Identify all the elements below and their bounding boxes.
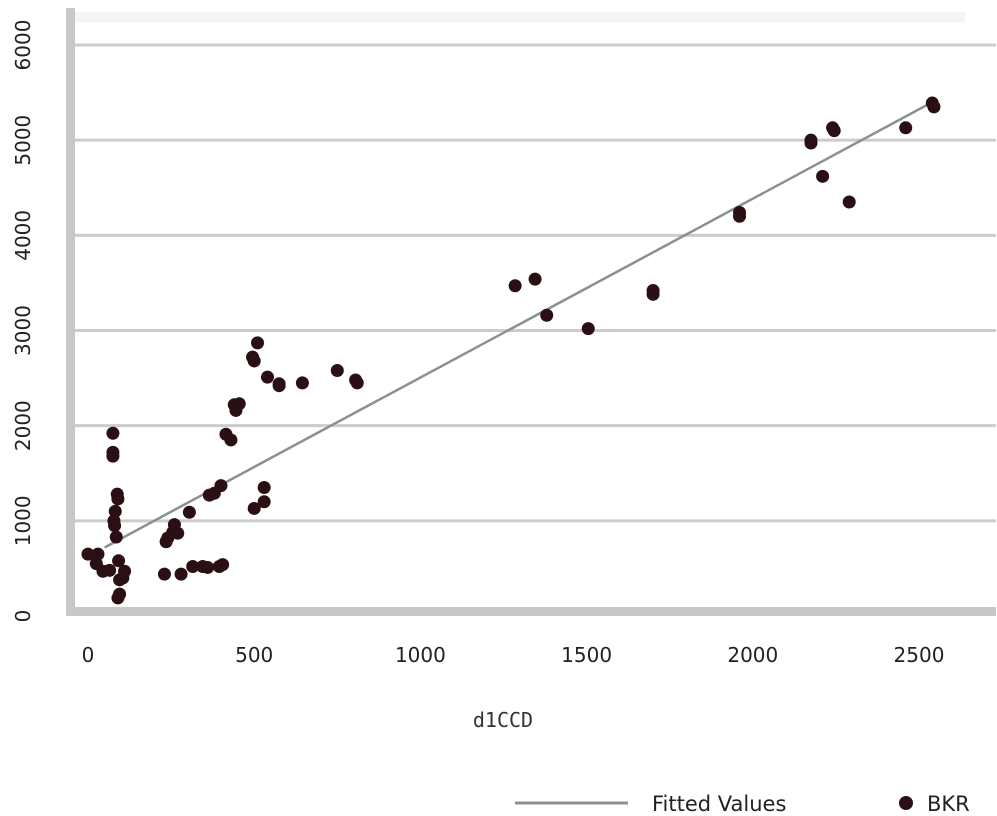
bkr-point-13 — [111, 492, 125, 506]
bkr-point-10 — [108, 504, 122, 518]
bkr-point-19 — [118, 564, 132, 578]
x-tick-label-1500: 1500 — [561, 643, 612, 667]
y-tick-label-5000: 5000 — [11, 115, 35, 166]
bkr-point-9 — [108, 519, 122, 533]
bkr-point-67 — [842, 195, 856, 209]
bkr-point-53 — [350, 376, 364, 390]
bkr-point-44 — [247, 501, 261, 515]
bkr-point-68 — [899, 121, 913, 135]
x-tick-label-2000: 2000 — [727, 643, 778, 667]
x-axis-title: d1CCD — [473, 708, 533, 732]
bkr-point-42 — [247, 354, 261, 368]
bkr-point-45 — [257, 481, 271, 495]
bkr-point-50 — [295, 376, 309, 390]
bkr-point-40 — [232, 397, 246, 411]
legend-label-fitted: Fitted Values — [652, 792, 786, 816]
fitted-values-line — [104, 100, 933, 549]
legend: Fitted Values BKR — [515, 792, 970, 816]
bkr-point-70 — [927, 100, 941, 114]
bkr-point-63 — [804, 136, 818, 150]
legend-label-bkr: BKR — [927, 792, 970, 816]
bkr-point-47 — [260, 370, 274, 384]
bkr-point-49 — [272, 377, 286, 391]
bkr-point-27 — [182, 505, 196, 519]
fitted-values-series — [104, 100, 933, 549]
bkr-point-54 — [508, 279, 522, 293]
bkr-point-14 — [112, 554, 126, 568]
bkr-point-7 — [106, 449, 120, 463]
y-tick-label-0: 0 — [11, 610, 35, 623]
bkr-point-26 — [174, 567, 188, 581]
bkr-point-43 — [251, 336, 265, 350]
x-tick-label-0: 0 — [82, 643, 95, 667]
bkr-point-51 — [330, 363, 344, 377]
bkr-point-57 — [581, 322, 595, 336]
bkr-point-34 — [214, 479, 228, 493]
bkr-point-11 — [109, 530, 123, 544]
grid-lines — [75, 43, 996, 523]
bkr-point-37 — [224, 433, 238, 447]
bkr-point-28 — [186, 560, 200, 574]
y-tick-label-1000: 1000 — [11, 495, 35, 546]
y-tick-label-4000: 4000 — [11, 210, 35, 261]
bkr-point-25 — [171, 526, 185, 540]
bkr-point-59 — [646, 287, 660, 301]
x-tick-label-1000: 1000 — [395, 643, 446, 667]
y-tick-label-3000: 3000 — [11, 305, 35, 356]
bkr-point-4 — [103, 563, 117, 577]
bkr-point-56 — [540, 308, 554, 322]
bkr-series — [81, 96, 941, 605]
y-tick-labels: 0 1000 2000 3000 4000 5000 6000 — [11, 20, 35, 623]
bkr-point-5 — [106, 426, 120, 440]
legend-dot-swatch — [899, 796, 913, 810]
bkr-point-46 — [257, 495, 271, 509]
x-axis-line — [66, 607, 996, 616]
bkr-point-20 — [157, 567, 171, 581]
bkr-point-2 — [91, 547, 105, 561]
bkr-point-61 — [733, 209, 747, 223]
bkr-point-55 — [528, 272, 542, 286]
bkr-point-66 — [827, 124, 841, 138]
x-tick-label-500: 500 — [235, 643, 273, 667]
y-axis-line — [66, 8, 75, 616]
bkr-point-16 — [111, 591, 125, 605]
bkr-point-0 — [81, 547, 95, 561]
y-tick-label-2000: 2000 — [11, 400, 35, 451]
bkr-point-35 — [216, 558, 230, 572]
x-tick-labels: 0 500 1000 1500 2000 2500 — [82, 643, 945, 667]
plot-top-band — [70, 12, 965, 22]
y-tick-label-6000: 6000 — [11, 20, 35, 71]
x-tick-label-2500: 2500 — [894, 643, 945, 667]
bkr-point-64 — [816, 169, 830, 183]
bkr-point-30 — [201, 560, 215, 574]
